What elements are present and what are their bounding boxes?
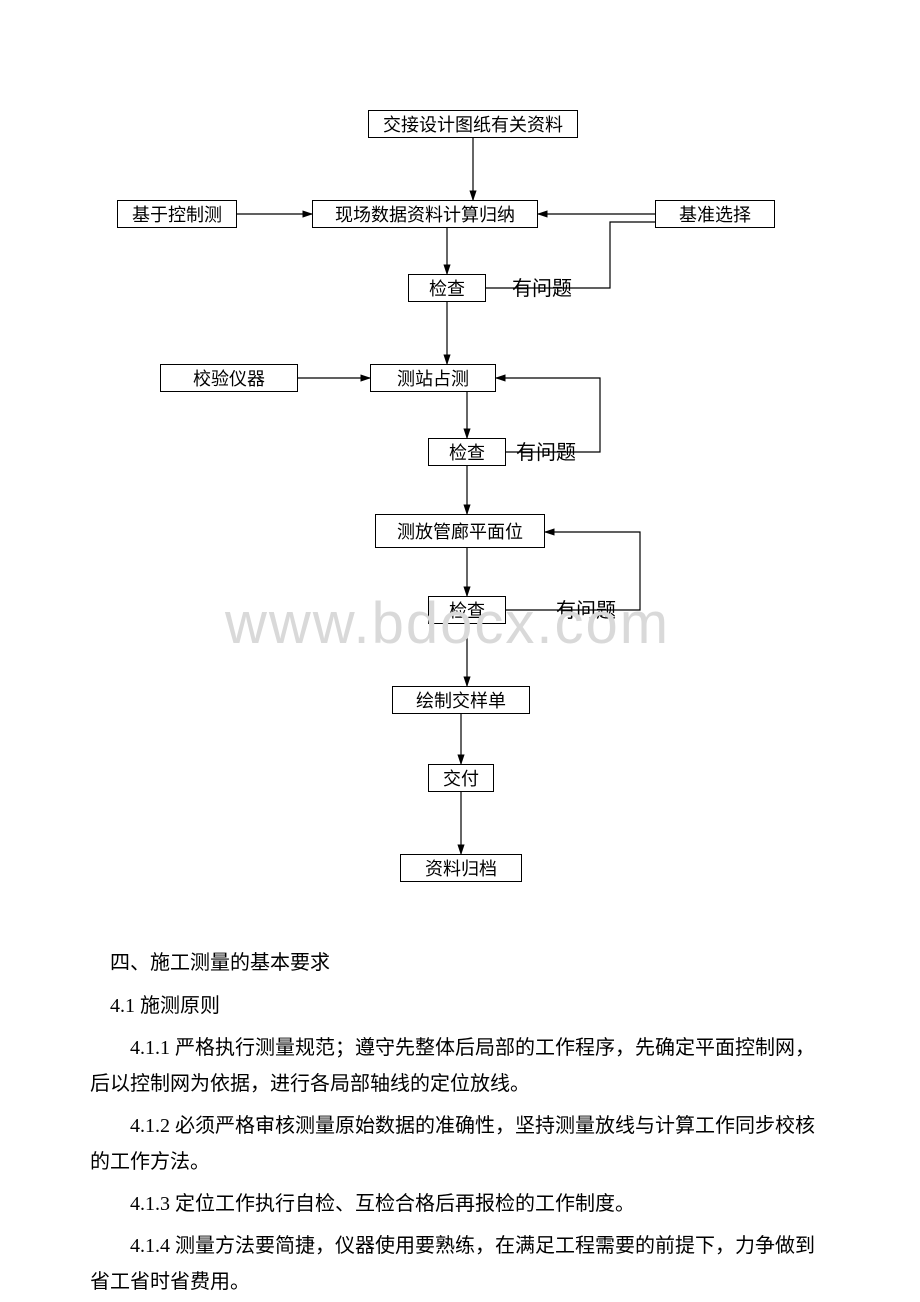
flowchart-container: 交接设计图纸有关资料基于控制测现场数据资料计算归纳基准选择检查校验仪器测站占测检… — [0, 100, 920, 940]
flow-node-n11: 绘制交样单 — [392, 686, 530, 714]
flow-node-n4: 基准选择 — [655, 200, 775, 228]
flow-node-n1: 交接设计图纸有关资料 — [368, 110, 578, 138]
flow-node-n10: 检查 — [428, 596, 506, 624]
section-title: 四、施工测量的基本要求 — [90, 945, 830, 981]
edge-label: 有问题 — [556, 594, 616, 623]
paragraph-414: 4.1.4 测量方法要简捷，仪器使用要熟练，在满足工程需要的前提下，力争做到省工… — [90, 1228, 830, 1300]
flow-node-n3: 现场数据资料计算归纳 — [312, 200, 538, 228]
p414: 4.1.4 测量方法要简捷，仪器使用要熟练，在满足工程需要的前提下，力争做到省工… — [90, 1228, 830, 1300]
subheading-41: 4.1 施测原则 — [90, 988, 830, 1024]
paragraph-412: 4.1.2 必须严格审核测量原始数据的准确性，坚持测量放线与计算工作同步校核的工… — [90, 1108, 830, 1180]
p411: 4.1.1 严格执行测量规范；遵守先整体后局部的工作程序，先确定平面控制网，后以… — [90, 1030, 830, 1102]
section-heading: 四、施工测量的基本要求 — [90, 945, 830, 981]
p412: 4.1.2 必须严格审核测量原始数据的准确性，坚持测量放线与计算工作同步校核的工… — [90, 1108, 830, 1180]
h41: 4.1 施测原则 — [90, 988, 830, 1024]
flow-node-n8: 检查 — [428, 438, 506, 466]
flow-node-n9: 测放管廊平面位 — [375, 514, 545, 548]
flow-node-n12: 交付 — [428, 764, 494, 792]
paragraph-413: 4.1.3 定位工作执行自检、互检合格后再报检的工作制度。 — [90, 1186, 830, 1222]
flow-node-n2: 基于控制测 — [117, 200, 237, 228]
flow-node-n5: 检查 — [408, 274, 486, 302]
flow-node-n6: 校验仪器 — [160, 364, 298, 392]
edge-label: 有问题 — [516, 436, 576, 465]
paragraph-411: 4.1.1 严格执行测量规范；遵守先整体后局部的工作程序，先确定平面控制网，后以… — [90, 1030, 830, 1102]
p413: 4.1.3 定位工作执行自检、互检合格后再报检的工作制度。 — [90, 1186, 830, 1222]
flow-node-n13: 资料归档 — [400, 854, 522, 882]
edge-label: 有问题 — [512, 272, 572, 301]
flow-node-n7: 测站占测 — [370, 364, 496, 392]
